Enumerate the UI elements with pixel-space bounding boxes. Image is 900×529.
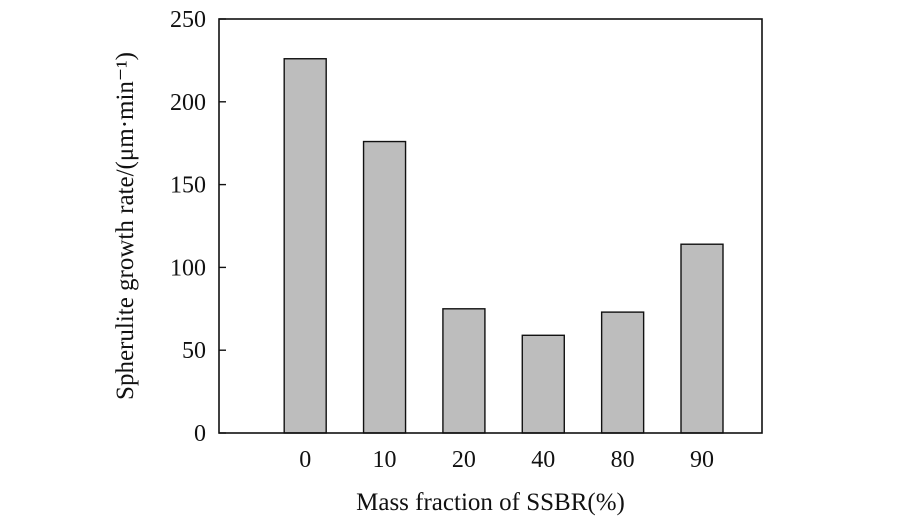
x-tick-label: 90 (690, 447, 714, 473)
bars-group (283, 58, 724, 434)
y-axis-ticks: 0 50 100 150 200 250 (170, 7, 226, 447)
plot-frame (218, 18, 763, 434)
bar-80 (600, 311, 645, 434)
y-tick-label: 100 (170, 255, 206, 281)
x-tick-label: 10 (373, 447, 397, 473)
y-tick-label: 200 (170, 90, 206, 116)
y-tick-label: 250 (170, 7, 206, 33)
y-tick-label: 0 (194, 421, 206, 447)
bar-40 (521, 334, 565, 434)
x-tick-label: 80 (611, 447, 635, 473)
bar-0 (283, 58, 327, 434)
bar-90 (680, 243, 724, 434)
x-axis-ticks: 0 10 20 40 80 90 (299, 447, 714, 473)
y-tick-label: 150 (170, 173, 206, 199)
x-axis-label: Mass fraction of SSBR(%) (356, 489, 625, 516)
y-tick-label: 50 (182, 338, 206, 364)
x-tick-label: 0 (299, 447, 311, 473)
x-tick-label: 20 (452, 447, 476, 473)
x-tick-label: 40 (531, 447, 555, 473)
bar-10 (362, 140, 407, 434)
y-axis-label: Spherulite growth rate/(μm·min⁻¹) (112, 52, 139, 400)
bar-20 (442, 308, 486, 434)
